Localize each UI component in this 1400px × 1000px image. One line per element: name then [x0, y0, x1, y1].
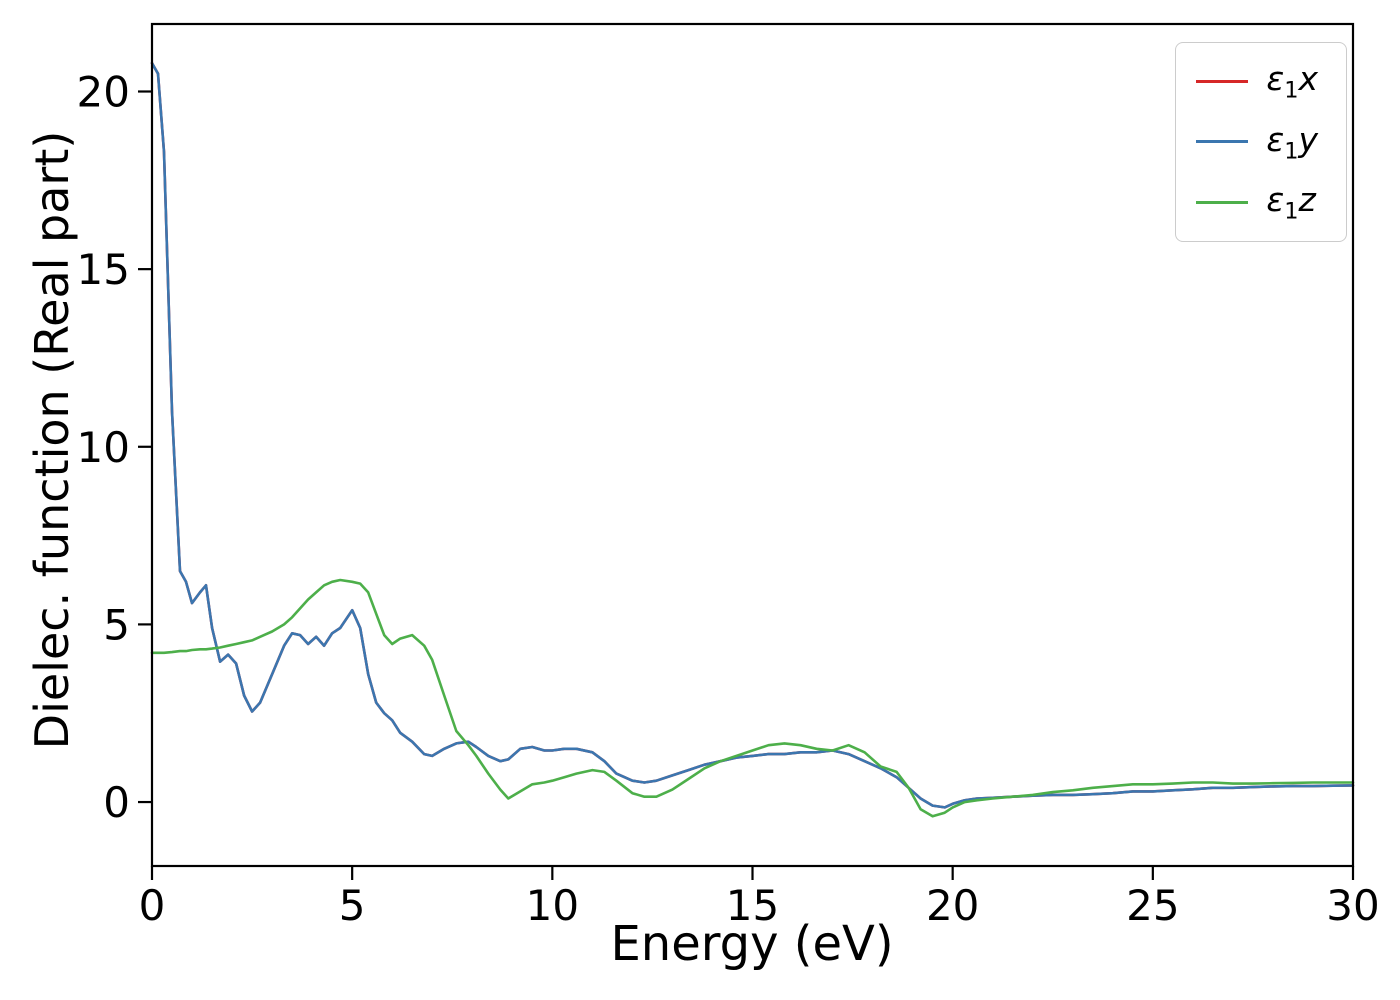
legend-line-sample-eps1y: [1196, 140, 1249, 144]
legend-label-eps1x: ε1x: [1266, 59, 1318, 104]
y-axis-label: Dielec. function (Real part): [25, 130, 79, 750]
x-tick-label: 15: [726, 881, 779, 930]
legend-line-sample-eps1x: [1196, 79, 1249, 83]
legend-entry-eps1y: ε1y: [1196, 119, 1318, 165]
x-tick-label: 30: [1326, 881, 1379, 930]
x-tick-label: 25: [1126, 881, 1179, 930]
x-axis-label: Energy (eV): [610, 916, 894, 972]
x-tick-label: 5: [339, 881, 366, 930]
plot-frame: [150, 22, 1355, 868]
x-tick-label: 10: [526, 881, 579, 930]
legend-label-eps1y: ε1y: [1266, 119, 1318, 165]
y-tick-label: 20: [77, 68, 130, 117]
y-tick-label: 0: [103, 778, 130, 827]
y-tick-label: 10: [77, 423, 130, 472]
legend-label-eps1z: ε1z: [1266, 180, 1316, 225]
series-eps1_z: [150, 578, 1355, 818]
x-tick-label: 0: [139, 881, 166, 930]
y-tick-label: 15: [77, 245, 130, 294]
legend-line-sample-eps1z: [1196, 200, 1249, 204]
x-tick-label: 20: [926, 881, 979, 930]
series-eps1_x: [150, 61, 1355, 809]
series-eps1_y: [150, 61, 1355, 809]
y-tick-label: 5: [103, 600, 130, 649]
legend-entry-eps1z: ε1z: [1196, 180, 1318, 225]
legend: ε1x ε1y ε1z: [1175, 42, 1347, 242]
legend-entry-eps1x: ε1x: [1196, 59, 1318, 104]
